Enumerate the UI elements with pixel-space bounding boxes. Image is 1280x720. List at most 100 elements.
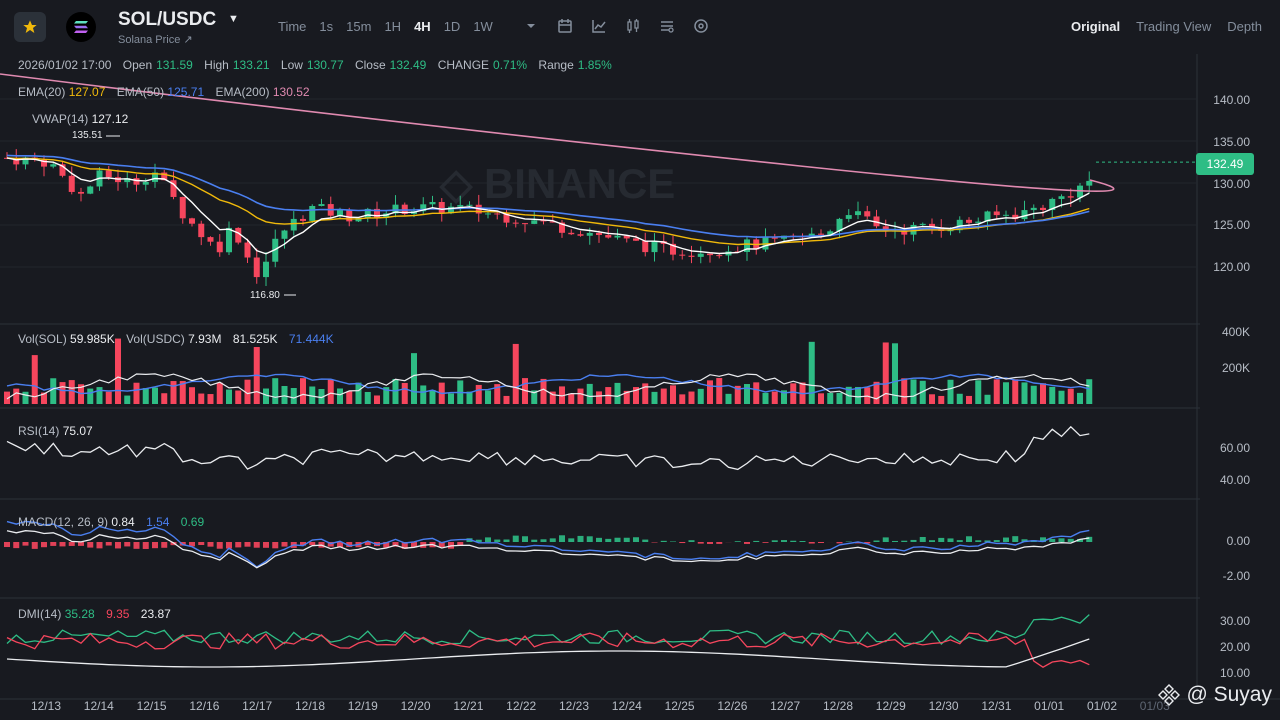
candle-body: [13, 157, 20, 165]
macd-histogram-bar: [1012, 536, 1019, 542]
macd-histogram-bar: [41, 542, 47, 548]
favorite-button[interactable]: [14, 12, 46, 42]
volume-bar: [531, 390, 538, 404]
candle-body: [771, 237, 778, 239]
interval-1s[interactable]: 1s: [319, 19, 334, 34]
volume-bar: [448, 393, 454, 404]
macd-histogram-bar: [1021, 539, 1028, 542]
volume-bar: [892, 343, 898, 404]
dmi-legend[interactable]: DMI(14) 35.28 9.35 23.87: [18, 607, 179, 621]
candle-body: [1040, 207, 1046, 211]
settings-gear-icon[interactable]: [692, 17, 710, 35]
candle-body: [226, 227, 232, 253]
candle-body: [179, 196, 186, 219]
candle-body: [605, 235, 612, 238]
ema50-label: EMA(50): [116, 85, 165, 99]
macd-histogram-bar: [744, 542, 750, 544]
volume-bar: [734, 385, 741, 404]
macd-histogram-bar: [623, 537, 630, 542]
macd-histogram-bar: [22, 542, 29, 546]
volume-bar: [263, 388, 269, 404]
volume-bar: [466, 391, 473, 404]
macd-histogram-bar: [901, 540, 908, 542]
view-selector: Original Trading View Depth: [1071, 19, 1262, 34]
ohlc-legend: 2026/01/02 17:00 Open 131.59 High 133.21 L…: [18, 58, 620, 72]
view-trading-view[interactable]: Trading View: [1136, 19, 1212, 34]
vwap-legend[interactable]: VWAP(14) 127.12: [32, 112, 136, 126]
interval-1w[interactable]: 1W: [473, 19, 493, 34]
volume-bar: [420, 385, 427, 404]
macd-histogram-bar: [864, 542, 871, 544]
interval-time[interactable]: Time: [278, 19, 307, 34]
volume-bar: [929, 394, 935, 404]
candle-body: [522, 223, 528, 225]
candle-body: [827, 231, 834, 235]
candle-body: [105, 170, 112, 178]
date-axis-label: 12/13: [30, 699, 62, 713]
macd-histogram-bar: [1003, 537, 1009, 542]
close-label: Close: [354, 58, 386, 72]
candle-body: [956, 219, 963, 231]
candle-body: [401, 204, 408, 214]
ema-legend[interactable]: EMA(20) 127.07 EMA(50) 125.71 EMA(200) 1…: [18, 85, 318, 99]
candle-style-icon[interactable]: [624, 17, 642, 35]
volume-bar: [355, 382, 362, 404]
symbol-title[interactable]: SOL/USDC: [118, 9, 217, 30]
macd-histogram-bar: [771, 540, 778, 542]
macd-histogram-bar: [411, 542, 417, 548]
interval-15m[interactable]: 15m: [346, 19, 372, 34]
interval-dropdown-icon[interactable]: [522, 17, 540, 35]
rsi-legend[interactable]: RSI(14) 75.07: [18, 424, 101, 438]
vwap-value: 127.12: [91, 112, 129, 126]
candle-body: [697, 253, 704, 257]
vwap-label: VWAP(14): [32, 112, 89, 126]
date-axis-label: 12/29: [875, 699, 906, 713]
macd-histogram-bar: [660, 540, 667, 542]
candle-body: [457, 205, 464, 207]
volume-bar: [1049, 386, 1056, 404]
macd-line: [6, 530, 1090, 569]
candle-body: [947, 230, 954, 232]
macd-histogram-bar: [818, 542, 824, 543]
indicator-icon[interactable]: [590, 17, 608, 35]
rsi-axis-label: 40.00: [1219, 473, 1250, 487]
interval-1d[interactable]: 1D: [443, 19, 461, 34]
volume-bar: [337, 388, 343, 404]
volume-legend[interactable]: Vol(SOL) 59.985K Vol(USDC) 7.93M 81.525K…: [18, 332, 342, 346]
macd-histogram-bar: [281, 542, 288, 547]
price-high-marker: 135.51: [72, 130, 103, 141]
date-axis-label: 12/23: [558, 699, 590, 713]
symbol-subtitle-link[interactable]: Solana Price ↗: [118, 34, 193, 46]
candle-body: [41, 159, 47, 167]
calendar-icon[interactable]: [556, 17, 574, 35]
volume-bar: [50, 378, 57, 404]
macd-legend[interactable]: MACD(12, 26, 9) 0.84 1.54 0.69: [18, 515, 212, 529]
settings-sliders-icon[interactable]: [658, 17, 676, 35]
view-depth[interactable]: Depth: [1227, 19, 1262, 34]
candle-body: [1049, 198, 1056, 211]
macd-histogram-bar: [540, 539, 547, 542]
macd-v1: 0.84: [111, 515, 135, 529]
date-axis-label: 12/22: [506, 699, 537, 713]
dmi-plus-line: [6, 614, 1090, 646]
interval-1h[interactable]: 1H: [384, 19, 402, 34]
binance-square-icon: [1158, 684, 1181, 706]
interval-4h[interactable]: 4H: [414, 19, 431, 34]
candle-body: [207, 237, 214, 242]
watermark: @ Suyay: [1158, 683, 1272, 707]
macd-histogram-bar: [152, 542, 158, 549]
candle-body: [836, 218, 843, 232]
volume-bar: [244, 379, 251, 404]
candle-body: [244, 242, 251, 258]
macd-histogram-bar: [947, 538, 954, 542]
price-chart[interactable]: ◇ BINANCE: [0, 54, 1280, 720]
volume-bar: [577, 388, 584, 404]
view-original[interactable]: Original: [1071, 19, 1121, 34]
open-value: 131.59: [156, 58, 193, 72]
candle-body: [540, 220, 547, 222]
candle-body: [1067, 196, 1074, 198]
symbol-dropdown-icon[interactable]: ▼: [228, 13, 239, 25]
volume-bar: [670, 385, 676, 404]
volume-bar: [115, 338, 121, 404]
macd-histogram-bar: [753, 540, 760, 542]
